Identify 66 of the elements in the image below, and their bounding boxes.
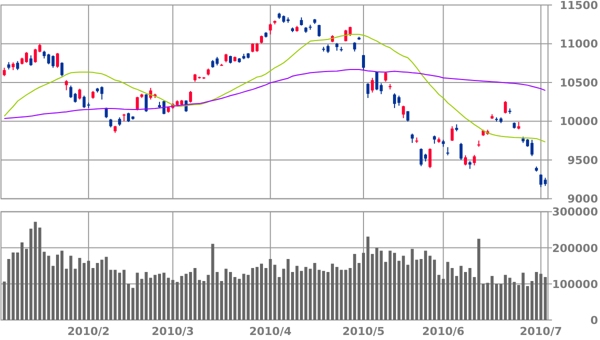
bar [104,256,108,320]
bar [410,248,414,320]
candlestick [318,24,321,38]
line-series [4,34,546,142]
y-tick-label: 100000 [552,278,598,291]
candlestick [60,62,64,77]
bar [380,250,383,320]
candlestick [64,80,68,91]
candlestick [366,82,370,98]
y-tick-label: 10500 [560,76,598,90]
candlestick [100,86,104,100]
candlestick [410,133,414,144]
candlestick [384,72,388,82]
bar [446,262,450,320]
bar [78,258,82,320]
y-tick-label: 10000 [560,115,598,128]
bar [144,272,148,320]
y-tick-label: 0 [590,314,598,327]
candlestick [464,154,467,166]
x-tick-label: 2010/2 [67,325,110,338]
candlestick [472,154,476,166]
candlestick [460,142,463,160]
candlestick [144,94,148,112]
bar [344,270,348,320]
candlestick [375,71,378,91]
candlestick [397,95,400,106]
candlestick [420,148,423,167]
candlestick [393,92,396,109]
candlestick [353,42,356,52]
x-tick-label: 2010/3 [152,325,194,338]
candlestick [268,23,272,35]
candlestick [136,96,139,111]
candlestick [402,105,405,119]
candlestick [446,146,450,156]
line-series [4,68,546,120]
candlestick [82,95,86,109]
candlestick [189,90,192,104]
bar [375,248,378,320]
y-tick-label: 300000 [552,206,598,219]
bar [313,262,316,320]
y-tick-label: 11000 [560,38,598,51]
bar [211,244,214,320]
bar [512,282,516,320]
bar [544,277,547,320]
candlestick [370,77,374,94]
candlestick [504,100,507,114]
candlestick [29,54,32,66]
x-tick-label: 2010/6 [422,325,465,338]
candlestick [406,110,410,122]
x-tick-label: 2010/7 [520,325,562,338]
y-tick-label: 9000 [567,192,598,206]
candlestick [24,52,28,64]
candlestick [530,139,534,157]
bar [242,274,246,320]
bar [171,280,174,320]
bar [477,238,480,320]
candlestick [56,52,60,68]
y-tick-label: 11500 [560,0,598,12]
candlestick [428,148,432,169]
x-tick-label: 2010/5 [342,325,385,338]
x-tick-label: 2010/4 [249,325,292,338]
y-tick-label: 9500 [567,154,598,167]
candlestick [362,54,365,71]
candlestick [450,126,454,142]
y-tick-label: 200000 [552,242,598,255]
candlestick [78,88,82,100]
